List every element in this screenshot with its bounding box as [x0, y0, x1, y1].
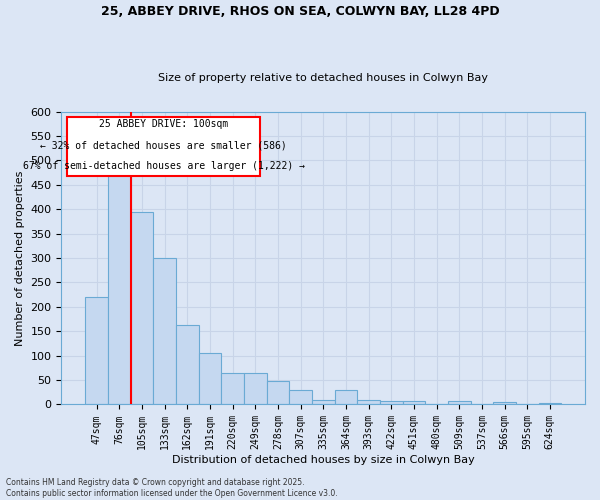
Bar: [244, 372, 266, 404]
Bar: [312, 400, 335, 404]
Bar: [85, 297, 108, 405]
Text: Contains HM Land Registry data © Crown copyright and database right 2025.
Contai: Contains HM Land Registry data © Crown c…: [6, 478, 338, 498]
Y-axis label: Number of detached properties: Number of detached properties: [15, 170, 25, 346]
Bar: [289, 390, 312, 404]
Text: 25, ABBEY DRIVE, RHOS ON SEA, COLWYN BAY, LL28 4PD: 25, ABBEY DRIVE, RHOS ON SEA, COLWYN BAY…: [101, 5, 499, 18]
Bar: [266, 381, 289, 404]
X-axis label: Distribution of detached houses by size in Colwyn Bay: Distribution of detached houses by size …: [172, 455, 475, 465]
Bar: [448, 400, 470, 404]
Bar: [335, 390, 357, 404]
Bar: [221, 372, 244, 404]
Bar: [199, 353, 221, 405]
Text: 25 ABBEY DRIVE: 100sqm: 25 ABBEY DRIVE: 100sqm: [99, 120, 228, 130]
Bar: [357, 400, 380, 404]
Text: ← 32% of detached houses are smaller (586): ← 32% of detached houses are smaller (58…: [40, 140, 287, 150]
Bar: [153, 258, 176, 404]
Bar: [131, 212, 153, 404]
Bar: [539, 403, 561, 404]
Text: 67% of semi-detached houses are larger (1,222) →: 67% of semi-detached houses are larger (…: [23, 161, 305, 171]
Bar: [380, 400, 403, 404]
Bar: [176, 325, 199, 404]
Title: Size of property relative to detached houses in Colwyn Bay: Size of property relative to detached ho…: [158, 73, 488, 83]
Bar: [403, 400, 425, 404]
Bar: [493, 402, 516, 404]
Bar: [108, 170, 131, 404]
